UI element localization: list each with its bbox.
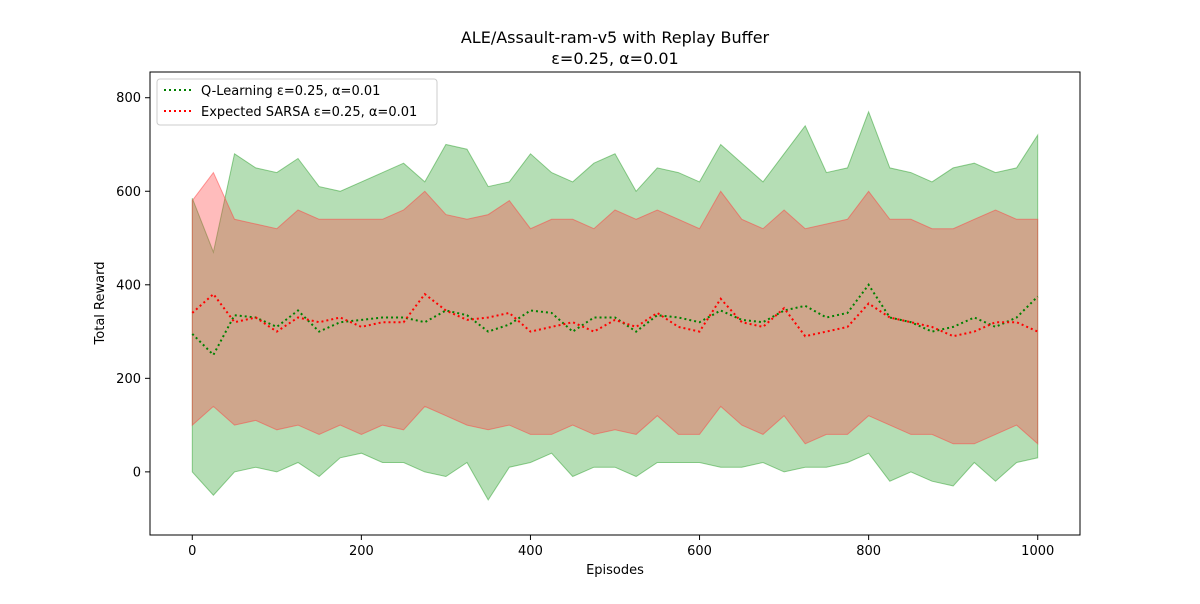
y-tick-label: 0 [133, 465, 141, 480]
x-tick-label: 1000 [1021, 544, 1054, 559]
x-tick-label: 400 [518, 544, 543, 559]
y-axis-ticks: 0 200 400 600 800 [116, 91, 150, 480]
confidence-bands [191, 110, 1039, 501]
x-axis-label: Episodes [586, 563, 644, 578]
line-q-learning [191, 283, 1039, 357]
y-tick-label: 800 [116, 91, 141, 106]
mean-lines [191, 283, 1039, 357]
line-expected-sarsa [191, 292, 1039, 338]
plot-area-frame [149, 71, 1081, 536]
y-tick-label: 200 [116, 372, 141, 387]
chart-title: ALE/Assault-ram-v5 with Replay Buffer [461, 28, 770, 47]
band-expected-sarsa [191, 171, 1039, 445]
y-axis-label: Total Reward [93, 262, 108, 346]
x-tick-label: 800 [856, 544, 881, 559]
legend-label-q-learning: Q-Learning ε=0.25, α=0.01 [201, 84, 380, 99]
chart-subtitle: ε=0.25, α=0.01 [551, 49, 678, 68]
legend-box [156, 78, 438, 126]
x-tick-label: 600 [687, 544, 712, 559]
legend-label-expected-sarsa: Expected SARSA ε=0.25, α=0.01 [201, 105, 417, 120]
legend: Q-Learning ε=0.25, α=0.01 Expected SARSA… [156, 78, 438, 126]
x-tick-label: 0 [188, 544, 196, 559]
y-tick-label: 600 [116, 185, 141, 200]
x-axis-ticks: 0 200 400 600 800 1000 [188, 535, 1054, 559]
x-tick-label: 200 [349, 544, 374, 559]
y-tick-label: 400 [116, 278, 141, 293]
band-q-learning [191, 110, 1039, 501]
